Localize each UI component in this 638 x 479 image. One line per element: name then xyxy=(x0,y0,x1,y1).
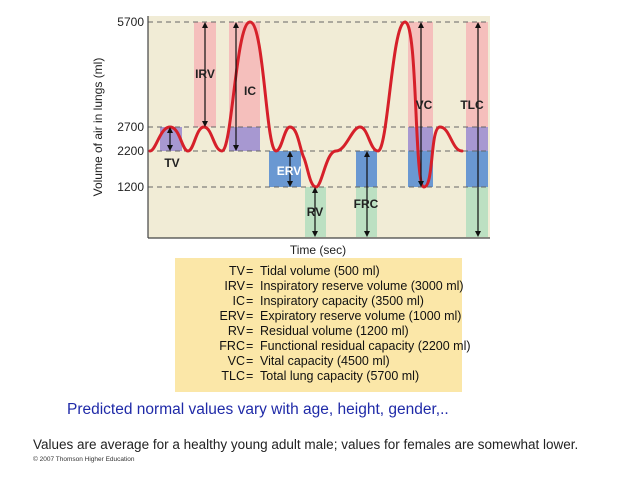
y-tick-5700: 5700 xyxy=(117,15,144,29)
legend-row: TV = Tidal volume (500 ml) xyxy=(175,264,462,279)
legend-equals: = xyxy=(246,279,254,293)
legend-description: Inspiratory reserve volume (3000 ml) xyxy=(260,279,464,293)
ic-band-upper xyxy=(229,22,260,127)
irv-label: IRV xyxy=(195,67,215,81)
legend-equals: = xyxy=(246,309,254,323)
legend-equals: = xyxy=(246,294,254,308)
legend-row: FRC = Functional residual capacity (2200… xyxy=(175,339,470,354)
legend-abbr: IC xyxy=(232,294,246,308)
y-tick-labels: 5700 2700 2200 1200 xyxy=(117,15,144,194)
legend-row: VC = Vital capacity (4500 ml) xyxy=(175,354,462,369)
copyright-notice: © 2007 Thomson Higher Education xyxy=(33,456,135,463)
y-tick-1200: 1200 xyxy=(117,180,144,194)
legend-description: Residual volume (1200 ml) xyxy=(260,324,409,338)
legend-abbr: FRC xyxy=(219,339,245,353)
legend-abbr: TV xyxy=(229,264,245,278)
legend-abbr: TLC xyxy=(221,369,245,383)
legend-abbr: RV xyxy=(227,324,245,338)
legend-description: Tidal volume (500 ml) xyxy=(260,264,380,278)
legend-description: Expiratory reserve volume (1000 ml) xyxy=(260,309,462,323)
tlc-band-tv xyxy=(466,127,488,151)
y-axis-label: Volume of air in lungs (ml) xyxy=(91,58,105,197)
footer-values-text: Values are average for a healthy young a… xyxy=(33,437,579,452)
erv-band xyxy=(269,151,301,187)
legend-abbr: VC xyxy=(227,354,245,368)
frc-label: FRC xyxy=(354,197,379,211)
legend-description: Functional residual capacity (2200 ml) xyxy=(260,339,471,353)
legend-row: ERV = Expiratory reserve volume (1000 ml… xyxy=(175,309,462,324)
tv-label: TV xyxy=(164,156,179,170)
legend-equals: = xyxy=(246,354,254,368)
tlc-label: TLC xyxy=(460,98,484,112)
legend-row: IC = Inspiratory capacity (3500 ml) xyxy=(175,294,462,309)
vc-label: VC xyxy=(416,98,433,112)
volume-arrows xyxy=(167,22,481,237)
legend-abbr: IRV xyxy=(224,279,245,293)
erv-label: ERV xyxy=(277,164,301,178)
ic-band-lower xyxy=(229,127,260,151)
y-tick-2200: 2200 xyxy=(117,144,144,158)
legend-description: Total lung capacity (5700 ml) xyxy=(260,369,420,383)
y-tick-2700: 2700 xyxy=(117,120,144,134)
region-labels: IRV IC TV ERV RV FRC VC TLC xyxy=(164,67,484,219)
legend-abbr: ERV xyxy=(219,309,245,323)
legend-equals: = xyxy=(246,369,254,383)
legend-row: RV = Residual volume (1200 ml) xyxy=(175,324,462,339)
legend-description: Vital capacity (4500 ml) xyxy=(260,354,390,368)
tlc-band-rv xyxy=(466,187,488,237)
legend-row: TLC = Total lung capacity (5700 ml) xyxy=(175,369,462,384)
legend-equals: = xyxy=(246,264,254,278)
ic-label: IC xyxy=(244,84,256,98)
predicted-values-note: Predicted normal values vary with age, h… xyxy=(67,401,449,418)
legend-equals: = xyxy=(246,324,254,338)
legend-row: IRV = Inspiratory reserve volume (3000 m… xyxy=(175,279,464,294)
axes xyxy=(147,16,490,239)
legend-box: TV = Tidal volume (500 ml) IRV = Inspira… xyxy=(175,258,471,392)
rv-label: RV xyxy=(307,205,323,219)
volume-trace xyxy=(148,20,464,189)
legend-equals: = xyxy=(246,339,254,353)
legend-description: Inspiratory capacity (3500 ml) xyxy=(260,294,424,308)
x-axis-label: Time (sec) xyxy=(290,243,346,257)
tlc-band-erv xyxy=(466,151,488,187)
